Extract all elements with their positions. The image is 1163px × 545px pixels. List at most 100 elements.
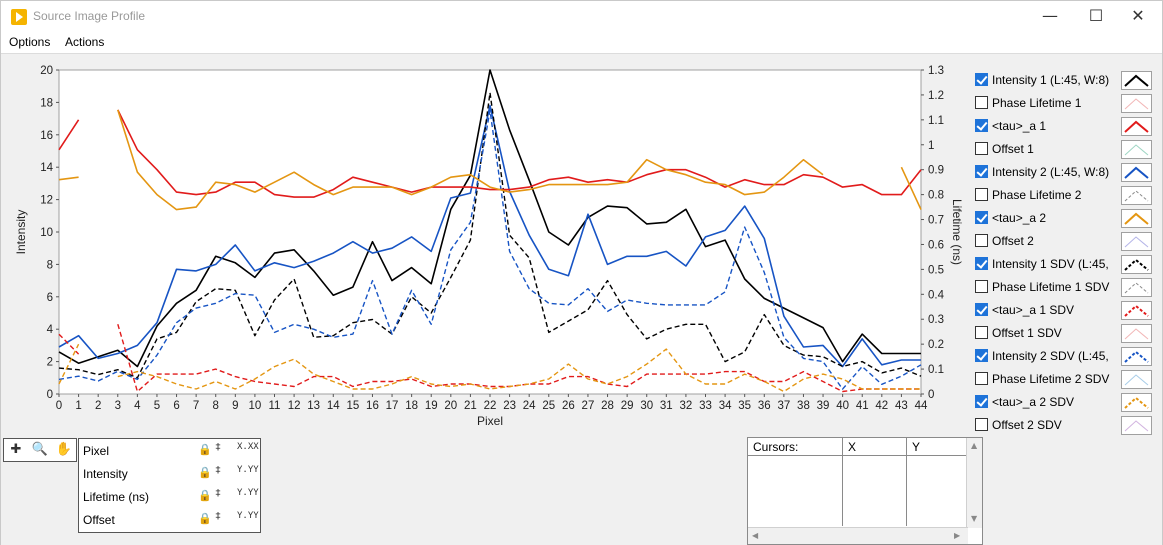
legend-checkbox[interactable] — [975, 96, 988, 109]
scale-format-icon[interactable]: Y.YY — [237, 511, 259, 521]
series-line-intensity-1-sdv-l-45 — [58, 92, 922, 379]
cursor-header-name: Cursors: — [753, 440, 799, 454]
legend-checkbox[interactable] — [975, 188, 988, 201]
legend-plot-swatch[interactable] — [1121, 393, 1152, 412]
scale-lock-icon[interactable]: 🔒 — [198, 489, 212, 502]
scale-row: Intensity 🔒 ‡ Y.YY — [79, 462, 260, 485]
legend-row: <tau>_a 2 — [973, 208, 1158, 231]
x-tick-label: 16 — [366, 400, 379, 412]
legend-checkbox-checked[interactable] — [975, 211, 988, 224]
graph-tool-palette: ✚ 🔍 ✋ — [3, 438, 77, 462]
legend-checkbox[interactable] — [975, 280, 988, 293]
scale-name: Offset — [83, 513, 115, 527]
zoom-icon[interactable]: 🔍 — [31, 442, 49, 457]
legend-line-sample — [1124, 374, 1149, 386]
scale-lock-icon[interactable]: 🔒 — [198, 443, 212, 456]
cursor-vertical-scrollbar[interactable]: ▲ ▼ — [966, 438, 982, 528]
legend-row: Offset 1 — [973, 139, 1158, 162]
legend-checkbox-checked[interactable] — [975, 303, 988, 316]
legend-plot-swatch[interactable] — [1121, 71, 1152, 90]
close-icon[interactable]: ✕ — [1131, 6, 1145, 25]
legend-plot-swatch[interactable] — [1121, 278, 1152, 297]
scale-format-icon[interactable]: Y.YY — [237, 488, 259, 498]
legend-checkbox[interactable] — [975, 234, 988, 247]
autoscale-icon[interactable]: ‡ — [215, 511, 222, 522]
x-tick-label: 33 — [699, 400, 712, 412]
y-tick-label: 18 — [40, 97, 53, 109]
legend-checkbox-checked[interactable] — [975, 257, 988, 270]
legend-label: <tau>_a 2 SDV — [992, 395, 1075, 409]
x-tick-label: 25 — [542, 400, 555, 412]
x-tick-label: 21 — [464, 400, 477, 412]
autoscale-icon[interactable]: ‡ — [215, 465, 222, 476]
scroll-left-icon[interactable]: ◀ — [752, 531, 759, 540]
x-tick-label: 4 — [134, 400, 141, 412]
x-tick-label: 0 — [56, 400, 62, 412]
cursor-move-icon[interactable]: ✚ — [10, 442, 22, 457]
legend-label: Offset 2 — [992, 234, 1034, 248]
x-tick-label: 36 — [758, 400, 771, 412]
series-line-tau-a-2-sdv — [58, 343, 921, 393]
legend-plot-swatch[interactable] — [1121, 324, 1152, 343]
legend-checkbox-checked[interactable] — [975, 165, 988, 178]
cursor-name-column: Cursors: — [748, 438, 843, 526]
scale-lock-icon[interactable]: 🔒 — [198, 466, 212, 479]
scroll-up-icon[interactable]: ▲ — [971, 441, 978, 450]
legend-plot-swatch[interactable] — [1121, 301, 1152, 320]
legend-checkbox-checked[interactable] — [975, 119, 988, 132]
scale-row: Lifetime (ns) 🔒 ‡ Y.YY — [79, 485, 260, 508]
legend-plot-swatch[interactable] — [1121, 94, 1152, 113]
y2-tick-label: 0.2 — [928, 339, 944, 351]
scale-format-icon[interactable]: Y.YY — [237, 465, 259, 475]
autoscale-icon[interactable]: ‡ — [215, 442, 222, 453]
x-tick-label: 18 — [405, 400, 418, 412]
series-line-tau-a-2 — [58, 109, 922, 211]
minimize-icon[interactable]: — — [1042, 6, 1058, 25]
legend-plot-swatch[interactable] — [1121, 209, 1152, 228]
pan-hand-icon[interactable]: ✋ — [55, 442, 73, 457]
x-tick-label: 3 — [115, 400, 121, 412]
legend-plot-swatch[interactable] — [1121, 186, 1152, 205]
legend-line-sample — [1124, 98, 1149, 110]
waveform-graph[interactable]: 0 1 2 3 4 5 6 7 8 9 10 11 12 13 14 15 16 17 18 19 20 21 22 23 24… — [1, 54, 971, 436]
legend-plot-swatch[interactable] — [1121, 370, 1152, 389]
legend-plot-swatch[interactable] — [1121, 255, 1152, 274]
scroll-right-icon[interactable]: ▶ — [954, 531, 961, 540]
legend-line-sample — [1124, 190, 1149, 202]
legend-label: <tau>_a 1 SDV — [992, 303, 1075, 317]
scroll-down-icon[interactable]: ▼ — [971, 514, 978, 523]
legend-row: Phase Lifetime 1 SDV — [973, 277, 1158, 300]
y2-tick-label: 0.4 — [928, 289, 945, 301]
legend-plot-swatch[interactable] — [1121, 232, 1152, 251]
cursor-horizontal-scrollbar[interactable]: ◀ ▶ — [748, 527, 968, 544]
legend-checkbox[interactable] — [975, 326, 988, 339]
cursor-table-header — [748, 438, 968, 456]
legend-row: <tau>_a 1 — [973, 116, 1158, 139]
y-tick-label: 2 — [47, 357, 53, 369]
scale-lock-icon[interactable]: 🔒 — [198, 512, 212, 525]
legend-plot-swatch[interactable] — [1121, 117, 1152, 136]
menu-actions[interactable]: Actions — [65, 35, 105, 49]
x-tick-label: 39 — [817, 400, 830, 412]
x-tick-label: 15 — [346, 400, 359, 412]
autoscale-icon[interactable]: ‡ — [215, 488, 222, 499]
legend-plot-swatch[interactable] — [1121, 347, 1152, 366]
legend-checkbox-checked[interactable] — [975, 73, 988, 86]
cursor-header-y: Y — [912, 440, 921, 454]
scale-format-icon[interactable]: X.XX — [237, 442, 259, 452]
legend-row: Offset 2 — [973, 231, 1158, 254]
legend-label: Phase Lifetime 2 — [992, 188, 1082, 202]
legend-checkbox-checked[interactable] — [975, 349, 988, 362]
legend-label: <tau>_a 1 — [992, 119, 1047, 133]
x-tick-label: 5 — [154, 400, 160, 412]
legend-plot-swatch[interactable] — [1121, 140, 1152, 159]
menu-options[interactable]: Options — [9, 35, 51, 49]
legend-checkbox-checked[interactable] — [975, 395, 988, 408]
maximize-icon[interactable]: ☐ — [1088, 6, 1104, 25]
legend-checkbox[interactable] — [975, 418, 988, 431]
legend-checkbox[interactable] — [975, 372, 988, 385]
x-tick-label: 1 — [75, 400, 81, 412]
legend-plot-swatch[interactable] — [1121, 163, 1152, 182]
legend-checkbox[interactable] — [975, 142, 988, 155]
legend-plot-swatch[interactable] — [1121, 416, 1152, 435]
